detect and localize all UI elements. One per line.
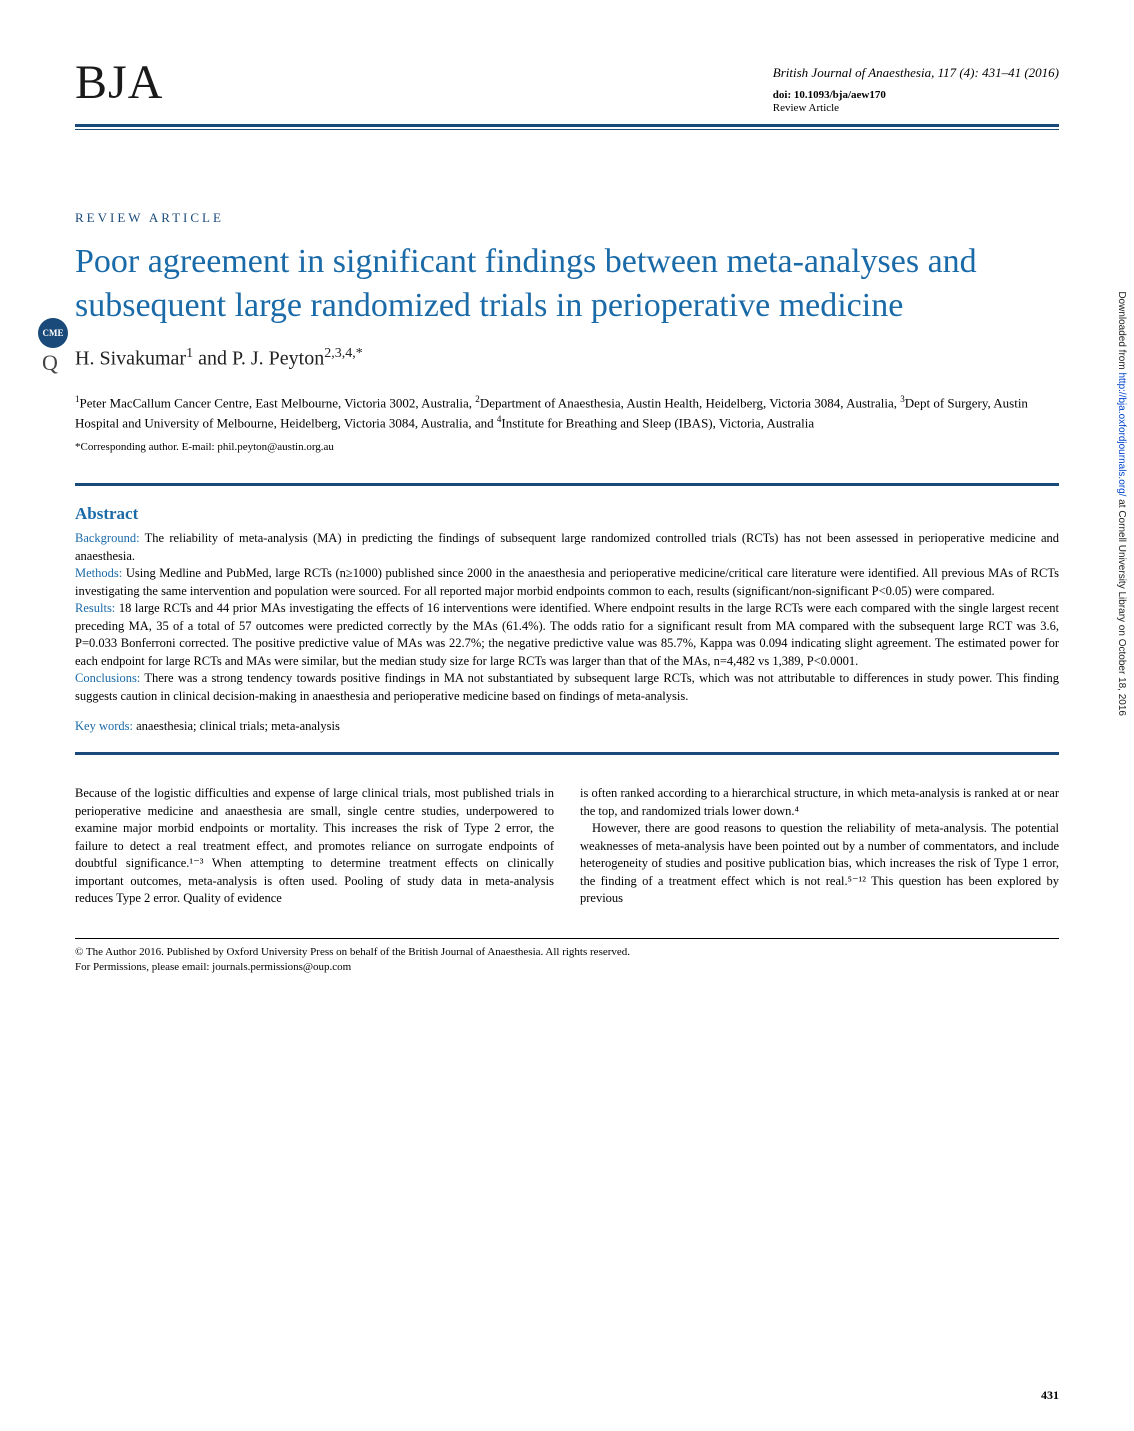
header-rule-thick: [75, 124, 1059, 127]
permissions-text: For Permissions, please email: journals.…: [75, 960, 1059, 975]
abstract-rule-top: [75, 483, 1059, 486]
abstract-methods-label: Methods:: [75, 566, 122, 580]
article-title: Poor agreement in significant findings b…: [75, 240, 1059, 328]
abstract-methods-text: Using Medline and PubMed, large RCTs (n≥…: [75, 566, 1059, 598]
journal-logo: BJA: [75, 55, 163, 110]
keywords: Key words: anaesthesia; clinical trials;…: [75, 719, 1059, 734]
abstract-results-label: Results:: [75, 601, 115, 615]
keywords-text: anaesthesia; clinical trials; meta-analy…: [133, 719, 340, 733]
author-list: H. Sivakumar1 and P. J. Peyton2,3,4,*: [75, 346, 1059, 371]
section-label: REVIEW ARTICLE: [75, 210, 1059, 226]
abstract-rule-bottom: [75, 752, 1059, 755]
copyright-text: © The Author 2016. Published by Oxford U…: [75, 945, 1059, 960]
header-meta: British Journal of Anaesthesia, 117 (4):…: [773, 65, 1059, 114]
affiliations: 1Peter MacCallum Cancer Centre, East Mel…: [75, 393, 1059, 433]
abstract-heading: Abstract: [75, 504, 1059, 524]
body-column-right: is often ranked according to a hierarchi…: [580, 785, 1059, 908]
download-provenance: Downloaded from http://bja.oxfordjournal…: [1117, 291, 1128, 716]
abstract-background-text: The reliability of meta-analysis (MA) in…: [75, 531, 1059, 563]
journal-citation: British Journal of Anaesthesia, 117 (4):…: [773, 65, 1059, 81]
abstract-background-label: Background:: [75, 531, 140, 545]
doi: doi: 10.1093/bja/aew170: [773, 89, 1059, 101]
body-columns: Because of the logistic difficulties and…: [75, 785, 1059, 908]
article-type: Review Article: [773, 102, 1059, 114]
keywords-label: Key words:: [75, 719, 133, 733]
abstract-block: Abstract Background: The reliability of …: [75, 504, 1059, 734]
corresponding-author: *Corresponding author. E-mail: phil.peyt…: [75, 441, 1059, 453]
body-column-left: Because of the logistic difficulties and…: [75, 785, 554, 908]
question-icon: Q: [42, 350, 58, 376]
page-number: 431: [1041, 1388, 1059, 1403]
cme-badge-icon: CME: [38, 318, 68, 348]
header-rule-thin: [75, 129, 1059, 130]
abstract-body: Background: The reliability of meta-anal…: [75, 530, 1059, 705]
abstract-results-text: 18 large RCTs and 44 prior MAs investiga…: [75, 601, 1059, 668]
body-paragraph: is often ranked according to a hierarchi…: [580, 785, 1059, 820]
footer-rule: [75, 938, 1059, 939]
abstract-conclusions-text: There was a strong tendency towards posi…: [75, 671, 1059, 703]
abstract-conclusions-label: Conclusions:: [75, 671, 140, 685]
body-paragraph: However, there are good reasons to quest…: [580, 820, 1059, 908]
body-paragraph: Because of the logistic difficulties and…: [75, 785, 554, 908]
